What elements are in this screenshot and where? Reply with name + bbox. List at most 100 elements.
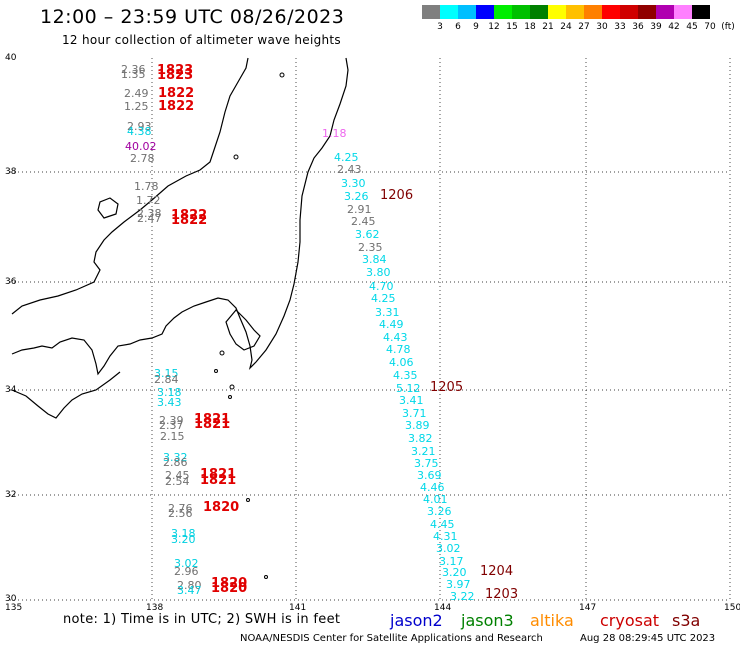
scale-swatch <box>530 5 548 19</box>
swh-value: 4.31 <box>433 530 458 543</box>
small-islands <box>214 72 285 579</box>
map-title: 12:00 – 23:59 UTC 08/26/2023 <box>40 6 345 28</box>
pass-time: 1823 <box>157 68 194 83</box>
lat-label: 32 <box>5 490 17 500</box>
swh-value: 3.20 <box>171 533 196 546</box>
swh-value: 4.70 <box>369 280 394 293</box>
pass-time: 1203 <box>485 587 519 602</box>
legend-item-jason2: jason2 <box>390 611 443 630</box>
swh-value: 1.35 <box>121 68 146 81</box>
lat-label: 36 <box>5 277 17 287</box>
swh-value: 3.30 <box>341 177 366 190</box>
pass-time: 1820 <box>211 576 248 591</box>
scale-label: 15 <box>506 22 518 32</box>
scale-label: 6 <box>455 22 461 32</box>
swh-value: 3.80 <box>366 266 391 279</box>
lat-label: 34 <box>5 385 17 395</box>
swh-value: 3.62 <box>355 228 380 241</box>
scale-swatch <box>566 5 584 19</box>
coastline-izu <box>225 309 261 351</box>
swh-value: 3.26 <box>427 505 452 518</box>
scale-label: (ft) <box>721 22 735 32</box>
lon-label: 138 <box>146 603 164 613</box>
scale-label: 45 <box>686 22 698 32</box>
swh-value: 2.93 <box>127 120 152 133</box>
swh-value: 3.41 <box>399 394 424 407</box>
coastline-japan-sea <box>11 57 249 315</box>
swh-value: 4.43 <box>383 331 408 344</box>
scale-label: 33 <box>614 22 626 32</box>
scale-swatch <box>674 5 692 19</box>
pass-time: 1206 <box>380 188 414 203</box>
scale-swatch <box>458 5 476 19</box>
scale-swatch <box>692 5 710 19</box>
swh-value: 3.22 <box>450 590 475 603</box>
legend-item-altika: altika <box>530 611 574 630</box>
scale-swatch <box>548 5 566 19</box>
lon-label: 141 <box>289 603 307 613</box>
swh-value: 40.02 <box>125 140 157 153</box>
swh-value: 3.32 <box>163 451 188 464</box>
swh-value: 3.31 <box>375 306 400 319</box>
scale-label: 24 <box>560 22 572 32</box>
lat-label: 38 <box>5 167 17 177</box>
units-note: note: 1) Time is in UTC; 2) SWH is in fe… <box>63 612 341 627</box>
swh-value: 2.78 <box>130 152 155 165</box>
generated-timestamp: Aug 28 08:29:45 UTC 2023 <box>580 633 716 644</box>
swh-value: 3.17 <box>439 555 464 568</box>
swh-value: 4.78 <box>386 343 411 356</box>
coastline <box>11 57 349 419</box>
swh-value: 3.21 <box>411 445 436 458</box>
pass-time: 1823 <box>157 63 194 78</box>
pass-time: 1821 <box>200 467 237 482</box>
swh-value: 3.89 <box>405 419 430 432</box>
scale-swatch <box>656 5 674 19</box>
scale-swatch <box>584 5 602 19</box>
swh-value: 3.20 <box>442 566 467 579</box>
scale-label: 9 <box>473 22 479 32</box>
lon-label: 150 <box>724 603 740 613</box>
swh-value: 3.47 <box>177 584 202 597</box>
swh-value: 4.38 <box>127 125 152 138</box>
swh-value: 1.78 <box>134 180 159 193</box>
legend-item-cryosat: cryosat <box>600 611 660 630</box>
swh-value: 5.12 <box>396 382 421 395</box>
swh-value: 3.84 <box>362 253 387 266</box>
lat-label: 30 <box>5 594 17 604</box>
swh-value: 4.06 <box>389 356 414 369</box>
swh-value: 2.35 <box>358 241 383 254</box>
scale-label: 42 <box>668 22 680 32</box>
scale-swatch <box>422 5 440 19</box>
swh-value: 3.26 <box>344 190 369 203</box>
coastline-pacific <box>11 57 349 376</box>
swh-value: 2.80 <box>177 579 202 592</box>
scale-swatch <box>602 5 620 19</box>
swh-value: 3.02 <box>436 542 461 555</box>
scale-label: 70 <box>704 22 716 32</box>
pass-time: 1821 <box>200 473 237 488</box>
lon-label: 147 <box>579 603 597 613</box>
swh-value: 4.35 <box>393 369 418 382</box>
swh-value: 2.43 <box>337 163 362 176</box>
swh-value: 2.96 <box>174 565 199 578</box>
swh-value: 2.54 <box>165 475 190 488</box>
pass-time: 1822 <box>171 213 208 228</box>
swh-value: 3.18 <box>171 527 196 540</box>
swh-value: 3.69 <box>417 469 442 482</box>
swh-value: 4.25 <box>371 292 396 305</box>
swh-value: 3.18 <box>157 386 182 399</box>
swh-value: 2.15 <box>160 430 185 443</box>
pass-time: 1822 <box>158 99 195 114</box>
scale-swatch <box>620 5 638 19</box>
swh-value: 1.18 <box>322 127 347 140</box>
lon-label: 144 <box>434 603 452 613</box>
swh-value: 2.91 <box>347 203 372 216</box>
pass-time: 1821 <box>194 417 231 432</box>
swh-value: 2.39 <box>159 414 184 427</box>
pass-time: 1822 <box>158 86 195 101</box>
swh-value: 2.47 <box>137 212 162 225</box>
swh-value: 4.25 <box>334 151 359 164</box>
swh-value: 1.25 <box>124 100 149 113</box>
scale-label: 18 <box>524 22 536 32</box>
scale-label: 27 <box>578 22 590 32</box>
